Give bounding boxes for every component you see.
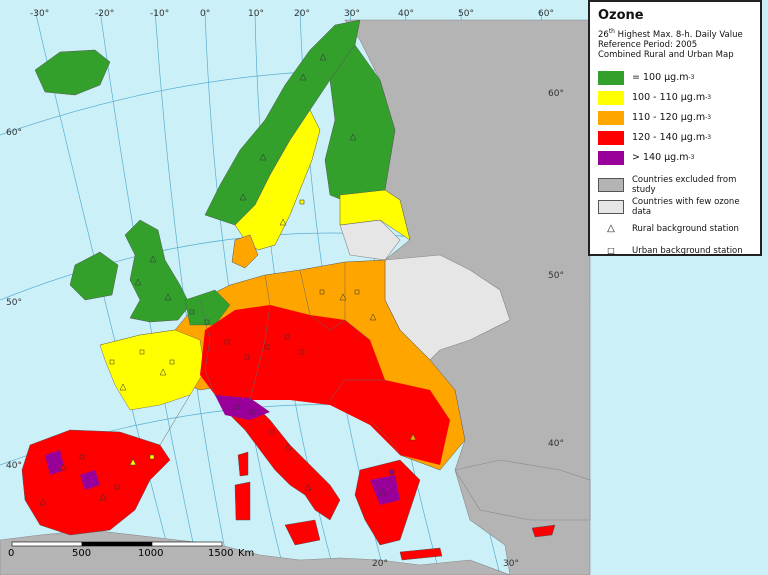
square-icon: □ [607,246,615,256]
corsica [237,451,249,477]
lon-label-top-2: -20° [95,9,114,19]
legend-class-3: 110 - 120 μg.m -3 [598,108,752,128]
great-britain [124,219,191,323]
lon-label-top-6: 20° [294,9,310,19]
lat-label-right-50: 50° [548,271,564,281]
borders [159,262,401,456]
lon-label-top-3: -10° [150,9,169,19]
lon-label-bottom-20: 20° [372,559,388,569]
legend-rural: △ Rural background station [598,218,752,240]
legend-line-1: 26th Highest Max. 8-h. Daily Value [598,28,743,40]
legend-class-5: > 140 μg.m -3 [598,148,752,168]
few-data-land [339,219,511,361]
crete [399,547,443,561]
sweden [234,109,321,251]
legend-title: Ozone [598,8,644,23]
scale-label-1500: 1500 [208,548,233,559]
legend-class-4: 120 - 140 μg.m -3 [598,128,752,148]
legend-subtitle: 26th Highest Max. 8-h. Daily Value Refer… [598,27,752,60]
lat-label-left-50: 50° [6,298,22,308]
legend-excluded: Countries excluded from study [598,174,752,196]
scale-unit: Km [238,548,254,559]
lon-label-top-7: 30° [344,9,360,19]
high-zone-core [200,305,450,465]
swatch-purple [598,150,624,165]
sardinia [234,481,251,521]
lat-label-left-60: 60° [6,128,22,138]
legend-panel: Ozone 26th Highest Max. 8-h. Daily Value… [588,0,762,256]
swatch-yellow [598,90,624,105]
scale-label-500: 500 [72,548,91,559]
triangle-icon: △ [607,223,615,235]
swatch-fewdata [598,199,624,214]
iberia-purple [45,450,100,490]
denmark [231,234,259,269]
lon-label-bottom-30: 30° [503,559,519,569]
legend-class-1: = 100 μg.m -3 [598,68,752,88]
lon-label-top-8: 40° [398,9,414,19]
swatch-red [598,130,624,145]
ireland [69,251,119,301]
scale-bar: 0 500 1000 1500 Km [8,541,254,559]
sicily [284,519,321,546]
swatch-excluded [598,177,624,192]
lat-label-right-60: 60° [548,89,564,99]
greece-purple [370,475,400,505]
po-valley [215,395,270,420]
iceland [34,49,111,96]
baltics [339,189,411,241]
lat-label-left-40: 40° [6,461,22,471]
lat-label-right-40: 40° [548,439,564,449]
scale-label-0: 0 [8,548,14,559]
lon-label-top-10: 60° [538,9,554,19]
scale-label-1000: 1000 [138,548,163,559]
legend-class-2: 100 - 110 μg.m -3 [598,88,752,108]
swatch-green [598,70,624,85]
benelux [184,289,231,326]
legend-urban: □ Urban background station [598,240,752,262]
lon-label-top-5: 10° [248,9,264,19]
legend-fewdata: Countries with few ozone data [598,196,752,218]
lon-label-top-4: 0° [200,9,210,19]
cyprus [531,524,556,538]
graticule-labels: -30° -20° -10° 0° 10° 20° 30° 40° 50° 60… [6,9,564,569]
legend-line-2: Reference Period: 2005 [598,39,698,50]
legend-line-3: Combined Rural and Urban Map [598,49,734,60]
lon-label-top-9: 50° [458,9,474,19]
lon-label-top-1: -30° [30,9,49,19]
swatch-orange [598,110,624,125]
stations [39,53,417,506]
